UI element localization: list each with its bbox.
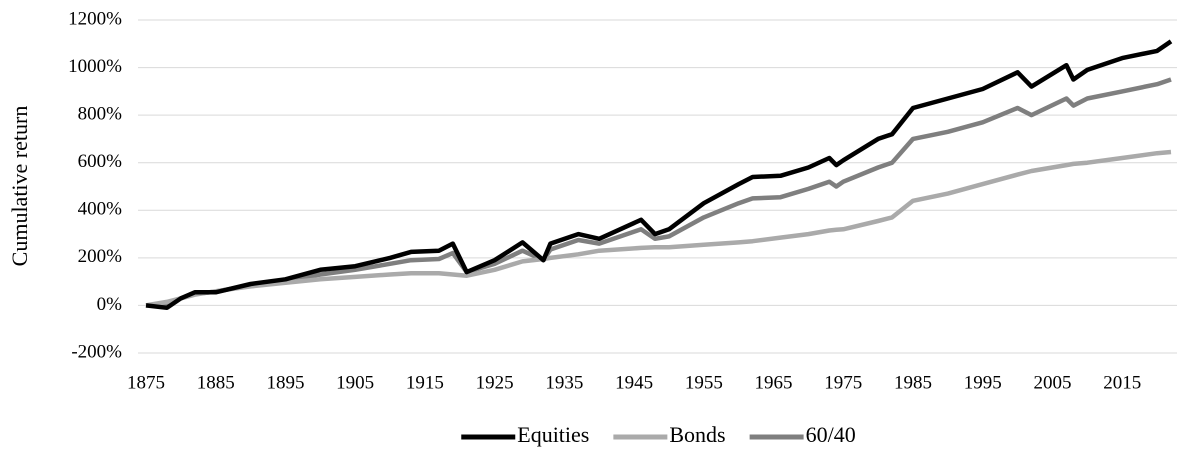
x-tick-label: 1965: [755, 372, 793, 393]
x-tick-label: 2015: [1103, 372, 1141, 393]
y-tick-label: 800%: [78, 104, 123, 125]
x-tick-label: 1925: [476, 372, 514, 393]
legend-label: Equities: [517, 422, 589, 447]
y-tick-label: 1200%: [68, 8, 122, 29]
x-tick-label: 1895: [266, 372, 304, 393]
y-tick-label: 0%: [97, 294, 123, 315]
y-axis-label: Cumulative return: [7, 106, 32, 267]
x-tick-label: 1915: [406, 372, 444, 393]
x-tick-label: 1955: [685, 372, 723, 393]
x-tick-label: 1905: [336, 372, 374, 393]
x-tick-label: 1985: [894, 372, 932, 393]
y-tick-label: 600%: [78, 151, 123, 172]
y-tick-label: 1000%: [68, 56, 122, 77]
y-tick-label: 400%: [78, 199, 123, 220]
legend-label: Bonds: [669, 422, 725, 447]
x-tick-label: 1975: [824, 372, 862, 393]
series-line: [145, 39, 1173, 311]
x-tick-label: 1885: [197, 372, 235, 393]
legend-label: 60/40: [806, 422, 856, 447]
x-tick-label: 1875: [127, 372, 165, 393]
series-line: [145, 77, 1172, 308]
series-line: [145, 149, 1172, 308]
y-tick-label: 200%: [78, 246, 123, 267]
x-tick-label: 1935: [545, 372, 583, 393]
x-tick-label: 1995: [964, 372, 1002, 393]
x-tick-label: 2005: [1033, 372, 1071, 393]
x-tick-label: 1945: [615, 372, 653, 393]
y-tick-label: -200%: [71, 341, 122, 362]
